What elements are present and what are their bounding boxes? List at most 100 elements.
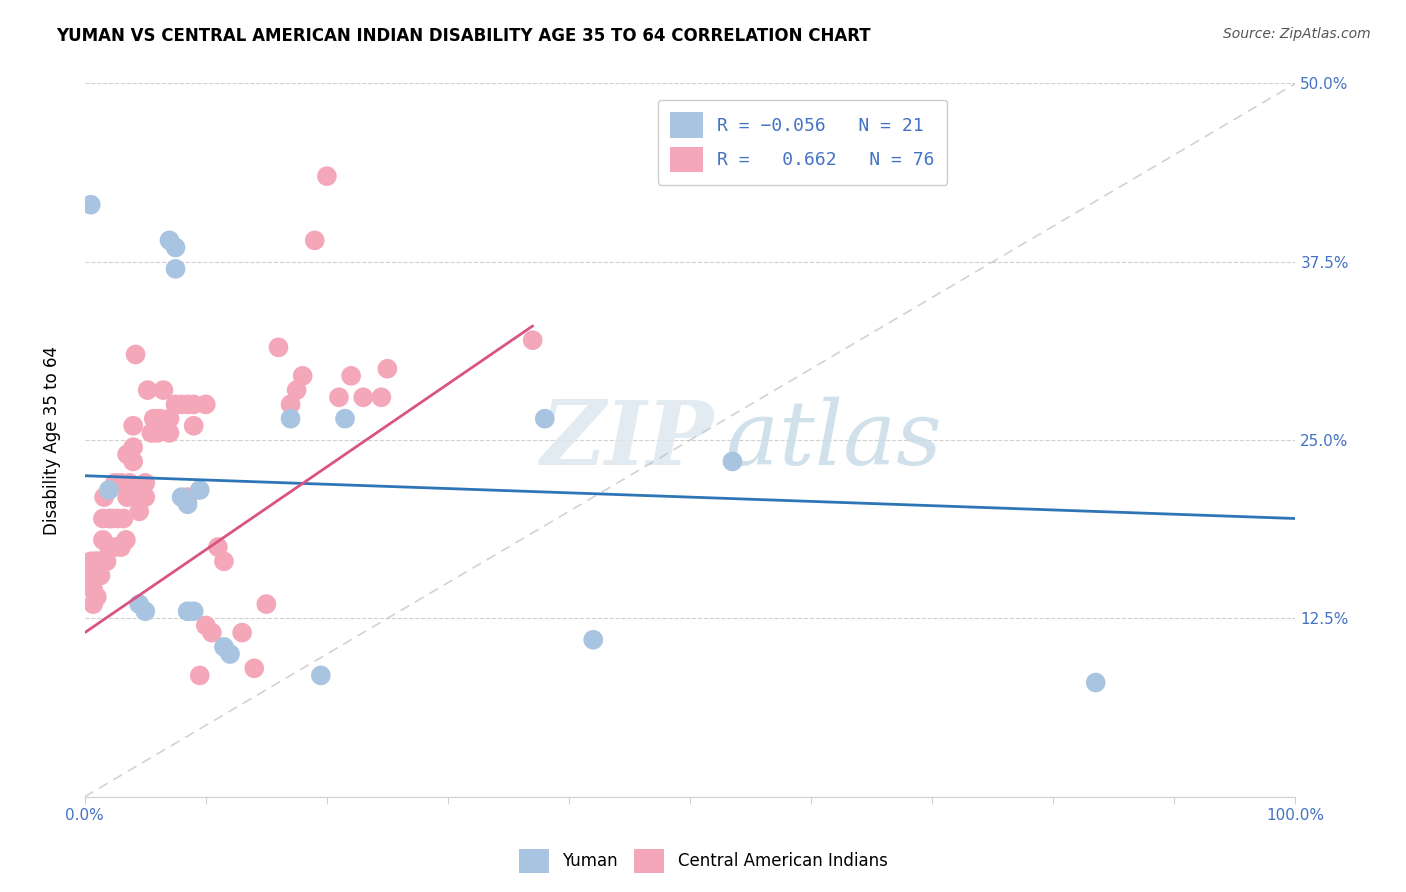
- Point: [377, 361, 399, 376]
- Point: [122, 440, 145, 454]
- Point: [128, 597, 150, 611]
- Point: [176, 497, 198, 511]
- Point: [176, 397, 198, 411]
- Point: [1084, 675, 1107, 690]
- Point: [82, 597, 104, 611]
- Point: [136, 383, 159, 397]
- Point: [170, 397, 193, 411]
- Y-axis label: Disability Age 35 to 64: Disability Age 35 to 64: [44, 345, 60, 534]
- Point: [582, 632, 605, 647]
- Legend: R = −0.056   N = 21, R =   0.662   N = 76: R = −0.056 N = 21, R = 0.662 N = 76: [658, 100, 948, 185]
- Point: [76, 568, 98, 582]
- Point: [243, 661, 266, 675]
- Point: [280, 397, 302, 411]
- Point: [86, 568, 108, 582]
- Point: [91, 511, 114, 525]
- Text: YUMAN VS CENTRAL AMERICAN INDIAN DISABILITY AGE 35 TO 64 CORRELATION CHART: YUMAN VS CENTRAL AMERICAN INDIAN DISABIL…: [56, 27, 870, 45]
- Point: [91, 533, 114, 547]
- Point: [370, 390, 392, 404]
- Point: [112, 511, 135, 525]
- Legend: Yuman, Central American Indians: Yuman, Central American Indians: [512, 842, 894, 880]
- Point: [267, 340, 290, 354]
- Point: [159, 425, 181, 440]
- Point: [93, 490, 115, 504]
- Point: [134, 475, 156, 490]
- Point: [176, 490, 198, 504]
- Point: [142, 411, 165, 425]
- Point: [352, 390, 374, 404]
- Point: [97, 540, 120, 554]
- Point: [86, 590, 108, 604]
- Point: [219, 647, 242, 661]
- Point: [183, 604, 205, 618]
- Text: atlas: atlas: [727, 397, 942, 483]
- Point: [96, 554, 118, 568]
- Point: [176, 604, 198, 618]
- Point: [100, 511, 122, 525]
- Point: [146, 425, 169, 440]
- Point: [79, 568, 101, 582]
- Point: [89, 568, 111, 582]
- Point: [285, 383, 308, 397]
- Point: [80, 554, 103, 568]
- Point: [110, 540, 132, 554]
- Point: [80, 568, 103, 582]
- Point: [183, 418, 205, 433]
- Point: [97, 483, 120, 497]
- Point: [159, 233, 181, 247]
- Point: [90, 554, 112, 568]
- Point: [201, 625, 224, 640]
- Point: [212, 640, 235, 654]
- Point: [165, 240, 187, 254]
- Point: [315, 169, 337, 183]
- Point: [231, 625, 253, 640]
- Point: [107, 511, 129, 525]
- Point: [188, 483, 211, 497]
- Point: [188, 668, 211, 682]
- Point: [159, 411, 181, 425]
- Point: [124, 347, 146, 361]
- Point: [280, 411, 302, 425]
- Point: [77, 561, 100, 575]
- Point: [122, 454, 145, 468]
- Point: [522, 333, 544, 347]
- Point: [134, 490, 156, 504]
- Point: [86, 554, 108, 568]
- Point: [304, 233, 326, 247]
- Text: ZIP: ZIP: [541, 397, 714, 483]
- Point: [80, 197, 103, 211]
- Point: [183, 397, 205, 411]
- Point: [118, 475, 141, 490]
- Point: [80, 561, 103, 575]
- Point: [309, 668, 332, 682]
- Point: [212, 554, 235, 568]
- Point: [170, 490, 193, 504]
- Point: [104, 475, 127, 490]
- Point: [84, 568, 107, 582]
- Text: Source: ZipAtlas.com: Source: ZipAtlas.com: [1223, 27, 1371, 41]
- Point: [194, 618, 217, 632]
- Point: [165, 397, 187, 411]
- Point: [141, 425, 163, 440]
- Point: [97, 511, 120, 525]
- Point: [104, 540, 127, 554]
- Point: [149, 411, 172, 425]
- Point: [122, 418, 145, 433]
- Point: [721, 454, 744, 468]
- Point: [533, 411, 555, 425]
- Point: [82, 582, 104, 597]
- Point: [340, 368, 363, 383]
- Point: [291, 368, 314, 383]
- Point: [83, 554, 105, 568]
- Point: [152, 383, 174, 397]
- Point: [328, 390, 350, 404]
- Point: [131, 490, 153, 504]
- Point: [115, 533, 138, 547]
- Point: [110, 475, 132, 490]
- Point: [165, 261, 187, 276]
- Point: [89, 554, 111, 568]
- Point: [333, 411, 356, 425]
- Point: [128, 504, 150, 518]
- Point: [115, 490, 138, 504]
- Point: [207, 540, 229, 554]
